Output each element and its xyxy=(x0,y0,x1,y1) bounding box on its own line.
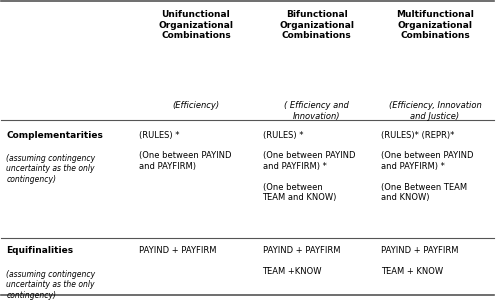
Text: (assuming contingency
uncertainty as the only
contingency): (assuming contingency uncertainty as the… xyxy=(6,154,95,184)
Text: (RULES)* (REPR)*

(One between PAYIND
and PAYFIRM) *

(One Between TEAM
and KNOW: (RULES)* (REPR)* (One between PAYIND and… xyxy=(381,130,473,202)
Text: PAYIND + PAYFIRM

TEAM + KNOW: PAYIND + PAYFIRM TEAM + KNOW xyxy=(381,246,458,276)
Text: (Efficiency): (Efficiency) xyxy=(173,101,220,110)
Text: Unifunctional
Organizational
Combinations: Unifunctional Organizational Combination… xyxy=(159,10,234,40)
Text: PAYIND + PAYFIRM: PAYIND + PAYFIRM xyxy=(139,246,217,256)
Text: (RULES) *

(One between PAYIND
and PAYFIRM) *

(One between
TEAM and KNOW): (RULES) * (One between PAYIND and PAYFIR… xyxy=(262,130,355,202)
Text: (assuming contingency
uncertainty as the only
contingency): (assuming contingency uncertainty as the… xyxy=(6,270,95,300)
Text: Complementarities: Complementarities xyxy=(6,130,103,140)
Text: PAYIND + PAYFIRM

TEAM +KNOW: PAYIND + PAYFIRM TEAM +KNOW xyxy=(262,246,340,276)
Text: Multifunctional
Organizational
Combinations: Multifunctional Organizational Combinati… xyxy=(396,10,474,40)
Text: ( Efficiency and
Innovation): ( Efficiency and Innovation) xyxy=(284,101,349,121)
Text: (RULES) *

(One between PAYIND
and PAYFIRM): (RULES) * (One between PAYIND and PAYFIR… xyxy=(139,130,232,171)
Text: Bifunctional
Organizational
Combinations: Bifunctional Organizational Combinations xyxy=(279,10,354,40)
Text: (Efficiency, Innovation
and Justice): (Efficiency, Innovation and Justice) xyxy=(389,101,482,121)
Text: Equifinalities: Equifinalities xyxy=(6,246,73,256)
